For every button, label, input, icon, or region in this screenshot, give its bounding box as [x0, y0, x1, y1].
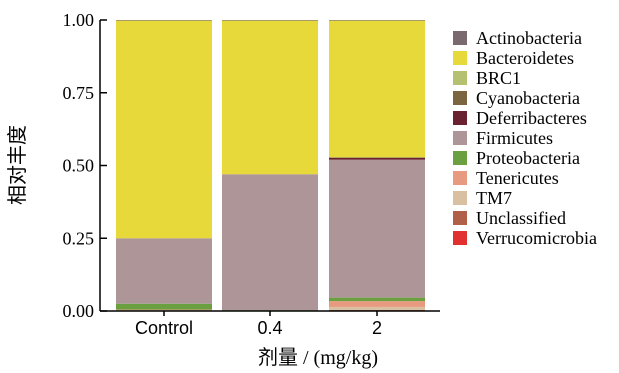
legend-swatch-verrucomicrobia	[453, 231, 467, 245]
legend: ActinobacteriaBacteroidetesBRC1Cyanobact…	[453, 28, 597, 248]
legend-label-proteobacteria: Proteobacteria	[476, 148, 580, 168]
legend-label-cyanobacteria: Cyanobacteria	[476, 88, 580, 108]
bar-segment-actinobacteria-0	[116, 20, 212, 21]
y-axis-title: 相对丰度	[6, 125, 29, 205]
x-tick-label: 0.4	[257, 318, 282, 338]
legend-label-firmicutes: Firmicutes	[476, 128, 553, 148]
legend-label-tenericutes: Tenericutes	[476, 168, 559, 188]
bar-segment-actinobacteria-1	[222, 20, 318, 21]
bar-segment-proteobacteria-0	[116, 303, 212, 310]
legend-label-unclassified: Unclassified	[476, 208, 566, 228]
x-axis: Control 0.4 2	[100, 310, 440, 338]
legend-label-actinobacteria: Actinobacteria	[476, 28, 582, 48]
bar-segment-bacteroidetes-0	[116, 20, 212, 239]
legend-swatch-actinobacteria	[453, 31, 467, 45]
bar-segment-proteobacteria-2	[329, 297, 425, 302]
legend-label-deferribacteres: Deferribacteres	[476, 108, 587, 128]
bar-segment-tenericutes-2	[329, 301, 425, 307]
legend-swatch-cyanobacteria	[453, 91, 467, 105]
legend-label-tm7: TM7	[476, 188, 512, 208]
legend-swatch-unclassified	[453, 211, 467, 225]
bar-segment-tenericutes-0	[116, 309, 212, 311]
bar-segment-actinobacteria-2	[329, 20, 425, 21]
y-tick-label: 1.00	[63, 10, 95, 30]
bar-segment-bacteroidetes-2	[329, 20, 425, 158]
legend-label-verrucomicrobia: Verrucomicrobia	[476, 228, 597, 248]
legend-swatch-brc1	[453, 71, 467, 85]
legend-swatch-deferribacteres	[453, 111, 467, 125]
bar-segment-cyanobacteria-2	[329, 157, 425, 158]
legend-label-bacteroidetes: Bacteroidetes	[476, 48, 574, 68]
legend-swatch-firmicutes	[453, 131, 467, 145]
y-tick-label: 0.25	[63, 228, 95, 248]
legend-swatch-tm7	[453, 191, 467, 205]
legend-label-brc1: BRC1	[476, 68, 521, 88]
legend-swatch-bacteroidetes	[453, 51, 467, 65]
bar-segment-firmicutes-1	[222, 174, 318, 311]
y-tick-label: 0.00	[63, 301, 95, 321]
legend-swatch-tenericutes	[453, 171, 467, 185]
x-axis-title: 剂量 / (mg/kg)	[258, 346, 378, 369]
bar-segment-firmicutes-2	[329, 159, 425, 298]
bar-segment-bacteroidetes-1	[222, 20, 318, 175]
bar-segment-tm7-2	[329, 306, 425, 310]
y-tick-label: 0.50	[63, 156, 95, 176]
y-tick-label: 0.75	[63, 83, 95, 103]
bars	[116, 20, 425, 311]
x-tick-label: 2	[372, 318, 382, 338]
y-axis: 0.00 0.25 0.50 0.75 1.00	[63, 10, 107, 321]
bar-segment-deferribacteres-2	[329, 157, 425, 160]
legend-swatch-proteobacteria	[453, 151, 467, 165]
x-tick-label: Control	[135, 318, 193, 338]
bar-segment-unclassified-2	[329, 309, 425, 311]
bar-segment-firmicutes-0	[116, 238, 212, 304]
